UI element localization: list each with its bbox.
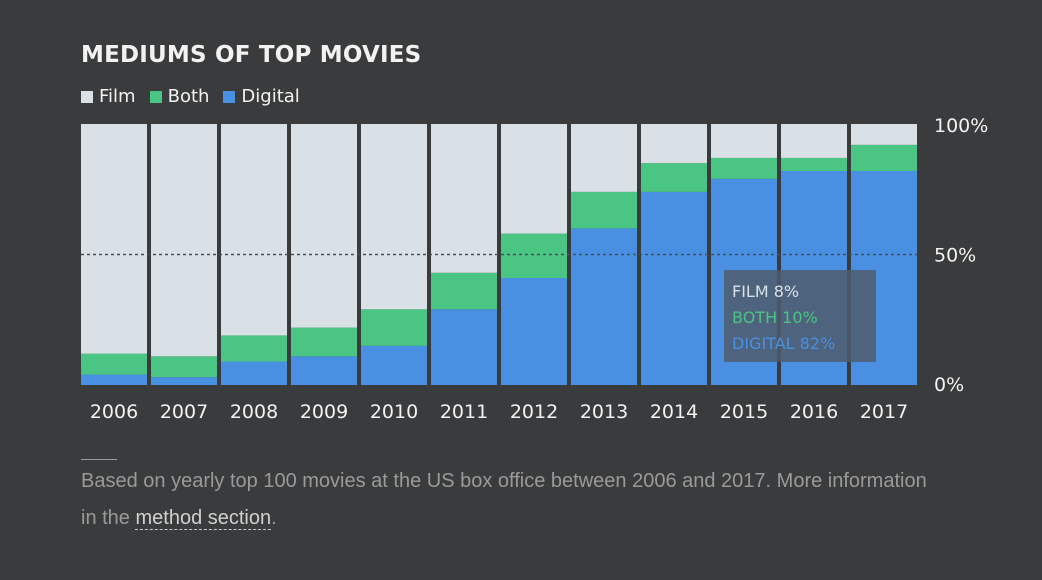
legend: Film Both Digital: [81, 86, 314, 107]
bar-both-2009[interactable]: [291, 327, 357, 357]
legend-swatch-both: [149, 90, 162, 103]
bar-digital-2011[interactable]: [431, 309, 497, 385]
method-section-link[interactable]: method section: [135, 507, 272, 530]
x-tick-label-2011: 2011: [440, 401, 488, 423]
bar-both-2017[interactable]: [851, 144, 917, 171]
stacked-bar-chart: 2006 2007 2008 2009 2010 2011 2012 2013 2014 2015…: [81, 115, 988, 423]
y-tick-label-100: 100%: [934, 115, 988, 137]
bar-digital-2014[interactable]: [641, 191, 707, 385]
x-tick-label-2010: 2010: [370, 401, 418, 423]
y-tick-label-0: 0%: [934, 374, 964, 396]
x-tick-label-2006: 2006: [90, 401, 138, 423]
bar-digital-2012[interactable]: [501, 277, 567, 385]
chart-title: MEDIUMS OF TOP MOVIES: [81, 42, 422, 68]
x-tick-label-2017: 2017: [860, 401, 908, 423]
bar-both-2013[interactable]: [571, 191, 637, 229]
bar-digital-2008[interactable]: [221, 361, 287, 385]
bar-film-2016[interactable]: [781, 124, 847, 158]
bar-film-2015[interactable]: [711, 124, 777, 158]
legend-label-digital: Digital: [241, 86, 300, 107]
bar-both-2010[interactable]: [361, 309, 427, 346]
bar-film-2014[interactable]: [641, 124, 707, 164]
legend-item-both: Both: [149, 86, 210, 107]
legend-swatch-film: [81, 90, 93, 103]
footnote-text: Based on yearly top 100 movies at the US…: [81, 470, 927, 529]
bar-film-2006[interactable]: [81, 124, 147, 354]
x-tick-label-2009: 2009: [300, 401, 348, 423]
x-tick-label-2007: 2007: [160, 401, 208, 423]
bar-digital-2009[interactable]: [291, 356, 357, 385]
bar-both-2012[interactable]: [501, 233, 567, 278]
bar-film-2013[interactable]: [571, 124, 637, 192]
bar-film-2012[interactable]: [501, 124, 567, 234]
x-tick-label-2014: 2014: [650, 401, 698, 423]
bar-digital-2007[interactable]: [151, 377, 217, 385]
bar-film-2010[interactable]: [361, 124, 427, 310]
chart-tooltip: FILM 8% BOTH 10% DIGITAL 82%: [724, 270, 876, 362]
bar-digital-2006[interactable]: [81, 374, 147, 385]
y-tick-label-50: 50%: [934, 245, 976, 267]
tooltip-digital-value: DIGITAL 82%: [732, 334, 836, 353]
legend-label-both: Both: [167, 86, 210, 107]
bar-both-2011[interactable]: [431, 272, 497, 310]
tooltip-film-value: FILM 8%: [732, 282, 800, 301]
footnote-end: .: [271, 507, 277, 529]
x-tick-label-2008: 2008: [230, 401, 278, 423]
tooltip-both-value: BOTH 10%: [732, 308, 818, 327]
bar-both-2008[interactable]: [221, 335, 287, 362]
bar-digital-2010[interactable]: [361, 345, 427, 385]
bar-both-2006[interactable]: [81, 353, 147, 375]
legend-label-film: Film: [99, 86, 136, 107]
x-tick-label-2016: 2016: [790, 401, 838, 423]
x-tick-label-2015: 2015: [720, 401, 768, 423]
bar-digital-2013[interactable]: [571, 228, 637, 385]
legend-item-digital: Digital: [223, 86, 300, 107]
bar-film-2008[interactable]: [221, 124, 287, 336]
bar-both-2007[interactable]: [151, 356, 217, 378]
legend-swatch-digital: [223, 90, 236, 103]
x-tick-label-2012: 2012: [510, 401, 558, 423]
legend-item-film: Film: [81, 86, 136, 107]
bar-film-2007[interactable]: [151, 124, 217, 357]
x-tick-label-2013: 2013: [580, 401, 628, 423]
bar-both-2014[interactable]: [641, 163, 707, 192]
footnote: Based on yearly top 100 movies at the US…: [81, 463, 941, 537]
bar-both-2015[interactable]: [711, 157, 777, 179]
bar-film-2011[interactable]: [431, 124, 497, 273]
bar-film-2017[interactable]: [851, 124, 917, 145]
bar-both-2016[interactable]: [781, 157, 847, 171]
footnote-divider: [81, 459, 117, 460]
bar-film-2009[interactable]: [291, 124, 357, 328]
